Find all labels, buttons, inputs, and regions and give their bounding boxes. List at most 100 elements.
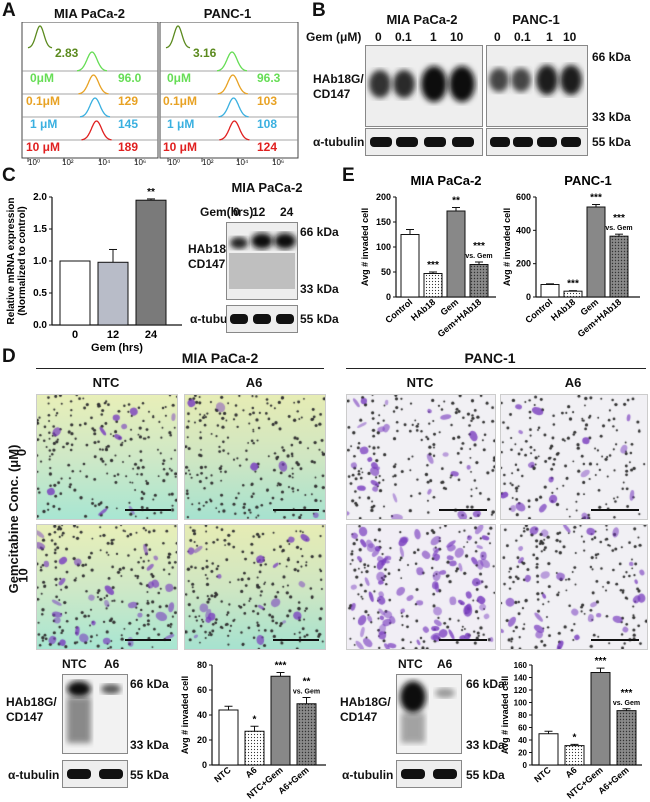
panel-c-chart: 0.0 0.5 1.0 1.5 2.0 Relative mRNA expression(… — [6, 187, 182, 354]
band — [274, 233, 296, 249]
category-label: A6 — [564, 765, 579, 780]
panel-e-chart-mia: 0 50 100 150 200 MIA PaCa-2 Avg # invaded cell… — [360, 175, 496, 339]
d-blot-right-svg — [400, 681, 455, 743]
d-tubulin-right — [396, 760, 462, 788]
dots — [347, 395, 495, 519]
y-tick-label: 40 — [518, 736, 527, 745]
significance-label: vs. Gem — [613, 700, 640, 707]
panel-a-letter: A — [2, 0, 16, 21]
y-tick-label: 0 — [523, 761, 528, 770]
y-axis-label: Relative mRNA expression — [6, 198, 17, 325]
significance-label: ** — [452, 196, 460, 207]
dots — [347, 525, 495, 649]
a-tick: 10⁶ — [272, 158, 285, 167]
band — [489, 68, 509, 92]
d-blot-right — [396, 674, 462, 754]
band — [393, 70, 415, 98]
bar-a6 — [564, 745, 585, 766]
d-row-10: 10 — [15, 568, 31, 583]
band — [490, 137, 510, 147]
d-tubulin-left — [62, 760, 128, 788]
significance-label: vs. Gem — [605, 225, 632, 232]
b-protein-label: HAb18G/ CD147 — [313, 72, 364, 101]
d-tubulin-right-svg — [401, 769, 457, 779]
micrograph-panc-ntc-10 — [346, 524, 496, 650]
d-title-rule-left — [36, 368, 324, 369]
a-right-value-1: 103 — [257, 94, 278, 108]
d-row-0: 0 — [14, 448, 30, 457]
y-tick-label: 20 — [518, 749, 527, 758]
significance-label: * — [253, 714, 257, 725]
band — [396, 137, 418, 147]
y-axis-label: (Normalized to control) — [17, 206, 28, 315]
c-lane: 0 — [233, 205, 240, 219]
c-lane: 24 — [280, 205, 294, 219]
b-blot-right — [486, 45, 588, 127]
d-right-kda-33: 33 kDa — [466, 738, 505, 752]
a-right-label-2: 1 μM — [167, 117, 195, 131]
c-kda-33: 33 kDa — [300, 282, 339, 296]
d-left-kda-55: 55 kDa — [130, 768, 169, 782]
significance-label: * — [573, 732, 577, 743]
panel-a-text-layer: 2.83 0μM 96.0 0.1μM 129 1 μM 145 10 μM 1… — [0, 22, 300, 172]
c-lane: 12 — [252, 205, 266, 219]
d-title-right: PANC-1 — [464, 350, 516, 366]
band — [452, 137, 474, 147]
b-kda-55: 55 kDa — [592, 135, 631, 149]
y-tick-label: 40 — [197, 710, 207, 720]
category-label: Gem+HAb18 — [576, 297, 624, 339]
d-blot-left-svg — [67, 681, 121, 743]
c-blot — [226, 222, 298, 300]
a-left-label-0: 0μM — [30, 71, 55, 85]
a-right-peak — [217, 74, 248, 95]
band — [513, 137, 533, 147]
c-blot-title: MIA PaCa-2 — [231, 180, 303, 195]
b-tubulin-left-svg — [370, 137, 474, 147]
category-label: HAb18 — [409, 297, 437, 323]
band — [101, 684, 121, 694]
y-axis-label: Avg # invaded cell — [180, 676, 190, 754]
micrograph-mia-ntc-10 — [36, 524, 178, 650]
panel-b-title-right: PANC-1 — [512, 12, 560, 27]
band — [401, 769, 425, 779]
y-axis-label: Avg # invaded cell — [500, 676, 510, 754]
a-left-frame — [21, 22, 159, 159]
d-tubulin-left-svg — [67, 769, 123, 779]
band — [424, 137, 446, 147]
y-tick-label: 80 — [518, 711, 527, 720]
a-left-peak — [78, 74, 109, 95]
smear — [229, 253, 295, 289]
band — [421, 66, 447, 102]
y-tick-label: 20 — [197, 735, 207, 745]
significance-label: *** — [427, 260, 439, 271]
band — [370, 137, 392, 147]
bar-gem-hab18 — [469, 264, 489, 298]
a-left-label-2: 1 μM — [30, 117, 58, 131]
y-tick-label: 120 — [514, 686, 528, 695]
bar-hab18 — [423, 273, 443, 298]
y-tick-label: 2.0 — [33, 192, 47, 203]
significance-label: *** — [473, 241, 485, 252]
y-tick-label: 1.0 — [33, 256, 47, 267]
y-tick-label: 50 — [381, 267, 391, 277]
b-lane: 0.1 — [514, 30, 531, 44]
dots — [501, 395, 647, 519]
d-right-kda-66: 66 kDa — [466, 677, 505, 691]
a-left-value-1: 129 — [118, 94, 139, 108]
y-tick-label: 100 — [514, 699, 528, 708]
panel-b-title-left: MIA PaCa-2 — [386, 12, 458, 27]
bar-a6-gem — [296, 703, 317, 766]
panel-a-title-left: MIA PaCa-2 — [53, 6, 126, 21]
micrograph-panc-a6-10 — [500, 524, 648, 650]
dots — [37, 525, 177, 649]
b-loading-label: α-tubulin — [313, 135, 365, 149]
c-gem-label: Gem(hrs) — [200, 205, 254, 219]
a-right-value-3: 124 — [257, 140, 278, 154]
a-left-value-3: 189 — [118, 140, 139, 154]
band — [449, 66, 475, 102]
a-right-label-3: 10 μM — [163, 140, 198, 154]
bar-control — [400, 234, 420, 298]
a-left-value-0: 96.0 — [118, 71, 142, 85]
